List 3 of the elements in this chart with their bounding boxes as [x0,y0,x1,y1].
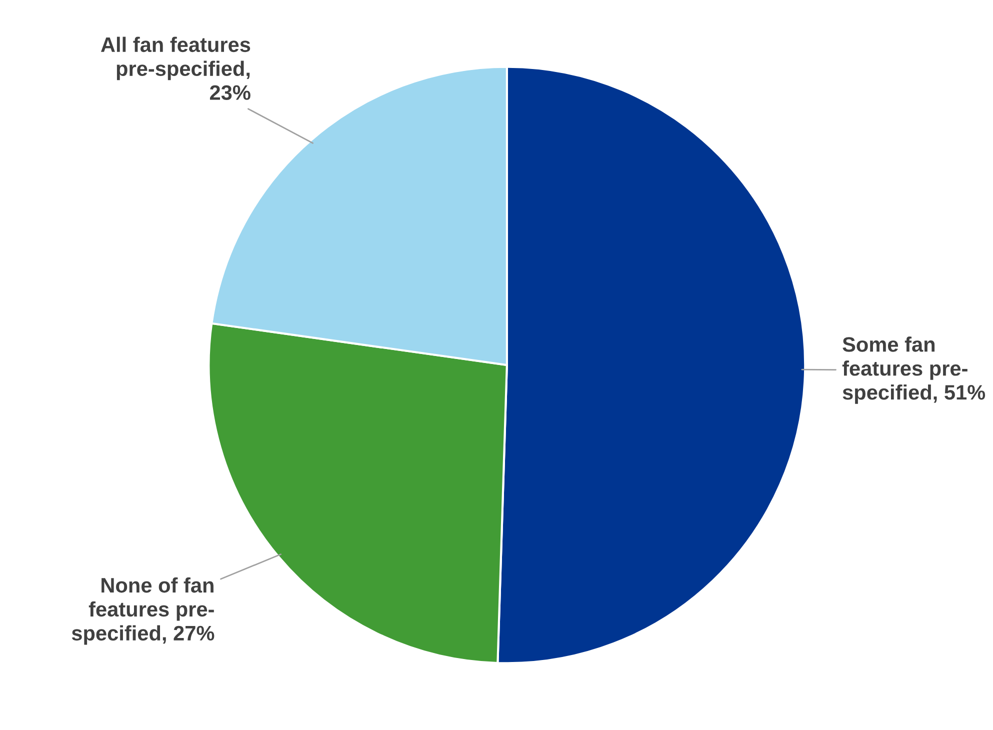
slice-label: Some fan features pre-specified, 51% [842,336,986,404]
slice-label: None of fan features pre-specified, 27% [72,577,214,645]
slice-label: All fan features pre-specified, 23% [100,36,250,100]
